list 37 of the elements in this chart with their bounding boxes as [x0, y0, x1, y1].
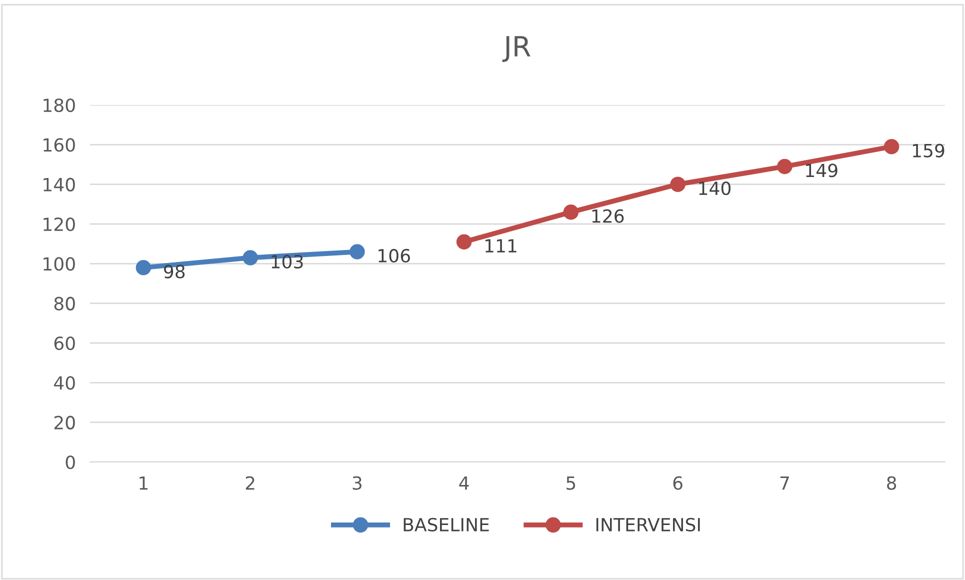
- x-tick-label: 8: [887, 476, 896, 490]
- point: [242, 250, 258, 266]
- legend-label: BASELINE: [404, 518, 489, 532]
- y-tick-label: 180: [44, 98, 75, 112]
- y-tick-label: 120: [44, 217, 75, 232]
- data-label: 149: [806, 164, 838, 178]
- point: [563, 204, 579, 220]
- data-label: 111: [485, 239, 516, 252]
- point: [350, 244, 365, 260]
- point: [670, 176, 686, 192]
- point: [136, 260, 152, 276]
- y-tick-label: 100: [44, 257, 75, 271]
- y-tick-label: 140: [44, 178, 75, 192]
- legend-label: INTERVENSI: [596, 518, 700, 532]
- y-tick-label: 0: [66, 455, 75, 470]
- data-label: 159: [912, 144, 944, 158]
- data-label: 98: [164, 264, 185, 278]
- x-tick-label: 1: [140, 476, 148, 490]
- point: [777, 158, 792, 174]
- y-tick-label: 160: [44, 138, 75, 152]
- x-tick-label: 3: [352, 476, 362, 490]
- point: [884, 139, 900, 154]
- data-label: 126: [592, 209, 624, 223]
- y-tick-label: 20: [54, 416, 75, 430]
- data-label: 140: [699, 181, 731, 196]
- x-tick-label: 5: [566, 476, 576, 490]
- x-tick-label: 7: [780, 476, 789, 490]
- x-tick-label: 6: [673, 476, 682, 490]
- point: [456, 234, 472, 250]
- data-label: 103: [272, 254, 303, 269]
- x-tick-label: 2: [246, 476, 254, 490]
- chart-title: JR: [502, 36, 530, 62]
- x-tick-label: 4: [459, 476, 469, 490]
- y-tick-label: 40: [54, 376, 75, 390]
- y-tick-label: 60: [54, 336, 75, 350]
- data-label: 106: [378, 248, 410, 263]
- y-tick-label: 80: [54, 296, 75, 310]
